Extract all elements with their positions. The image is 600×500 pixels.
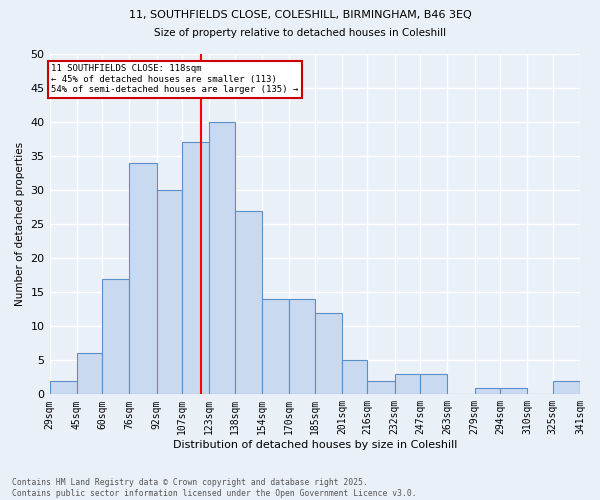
Bar	[262, 299, 289, 394]
Bar	[315, 312, 342, 394]
Bar	[395, 374, 420, 394]
Y-axis label: Number of detached properties: Number of detached properties	[15, 142, 25, 306]
Bar	[182, 142, 209, 394]
Bar	[77, 354, 102, 395]
Text: 11, SOUTHFIELDS CLOSE, COLESHILL, BIRMINGHAM, B46 3EQ: 11, SOUTHFIELDS CLOSE, COLESHILL, BIRMIN…	[128, 10, 472, 20]
Bar	[580, 380, 600, 394]
Bar	[130, 163, 157, 394]
Bar	[553, 380, 580, 394]
Bar	[102, 278, 130, 394]
X-axis label: Distribution of detached houses by size in Coleshill: Distribution of detached houses by size …	[173, 440, 457, 450]
Bar	[342, 360, 367, 394]
Text: Contains HM Land Registry data © Crown copyright and database right 2025.
Contai: Contains HM Land Registry data © Crown c…	[12, 478, 416, 498]
Bar	[367, 380, 395, 394]
Bar	[50, 380, 77, 394]
Bar	[475, 388, 500, 394]
Text: 11 SOUTHFIELDS CLOSE: 118sqm
← 45% of detached houses are smaller (113)
54% of s: 11 SOUTHFIELDS CLOSE: 118sqm ← 45% of de…	[51, 64, 298, 94]
Bar	[500, 388, 527, 394]
Bar	[209, 122, 235, 394]
Bar	[289, 299, 315, 394]
Bar	[420, 374, 448, 394]
Bar	[235, 210, 262, 394]
Text: Size of property relative to detached houses in Coleshill: Size of property relative to detached ho…	[154, 28, 446, 38]
Bar	[157, 190, 182, 394]
